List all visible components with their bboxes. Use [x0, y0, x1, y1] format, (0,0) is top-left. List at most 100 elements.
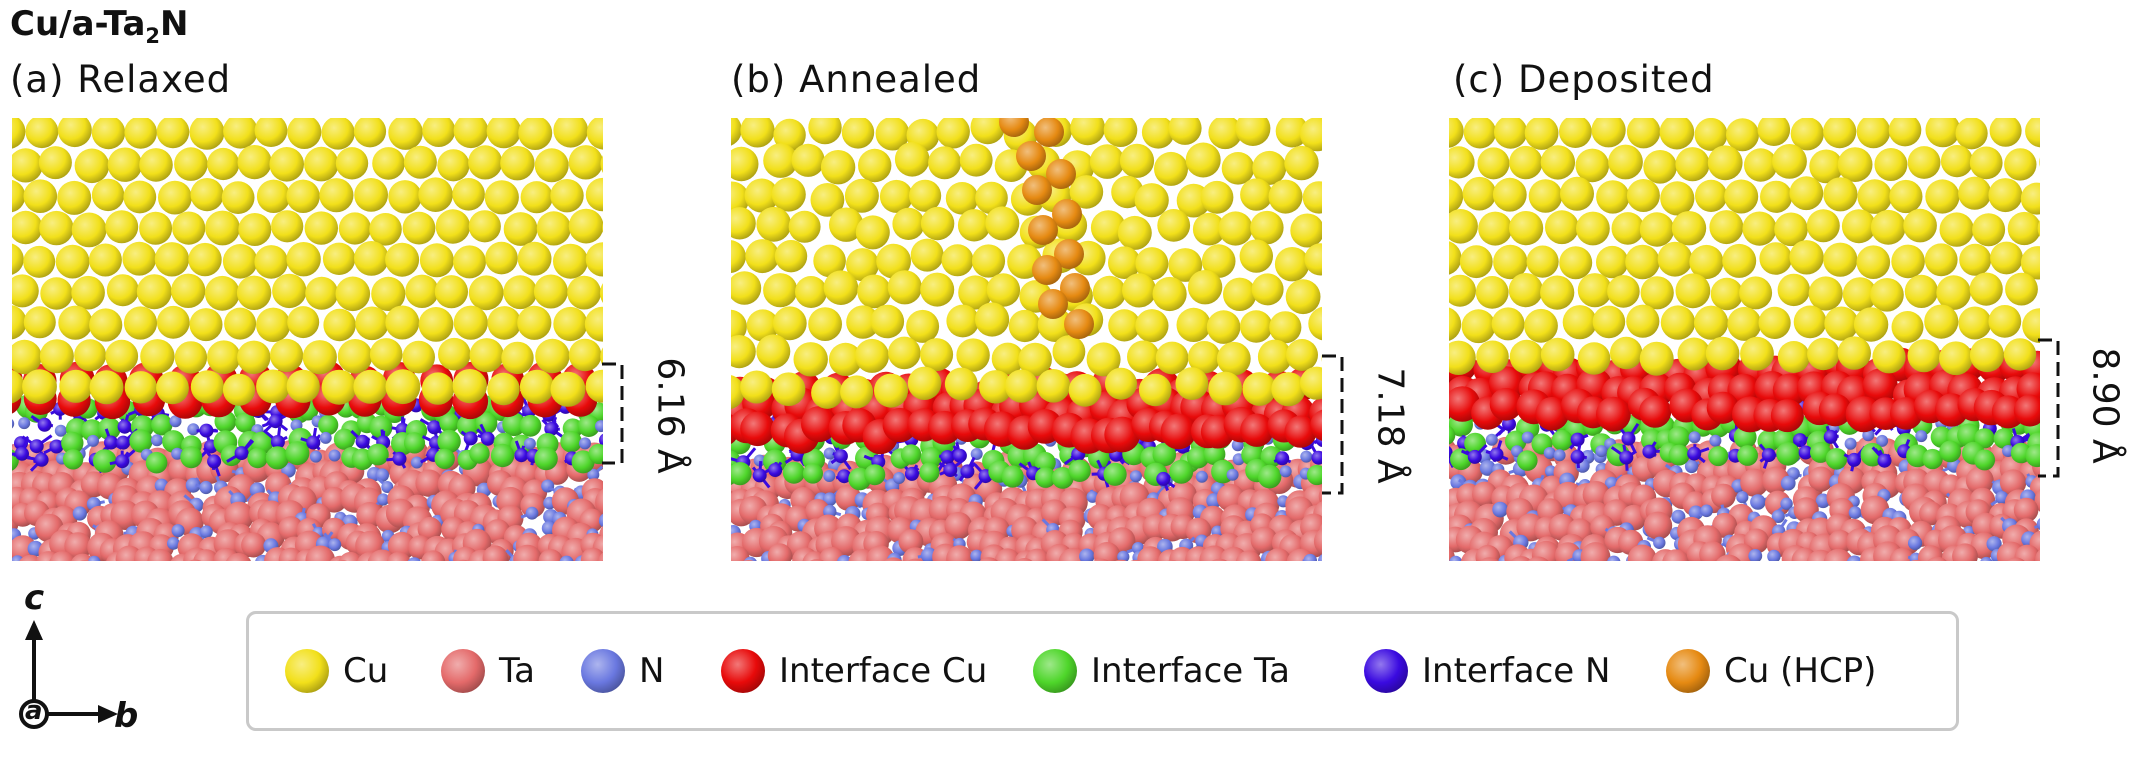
- interface-ta-atom: [434, 448, 455, 469]
- cu-atom: [771, 177, 806, 212]
- interface-n-atom: [1877, 453, 1892, 468]
- ta-atom: [1093, 542, 1121, 561]
- cu-atom: [1092, 275, 1126, 309]
- ta-atom: [1808, 466, 1834, 492]
- title-subscript: 2: [145, 23, 161, 48]
- cu-atom: [1449, 118, 1464, 148]
- interface-ta-atom: [1993, 428, 2014, 449]
- cu-atom: [204, 275, 240, 311]
- cu-atom: [841, 118, 875, 149]
- interface-n-atom: [1793, 433, 1807, 448]
- cu-atom: [1221, 152, 1255, 185]
- interface-ta-atom: [1152, 442, 1177, 467]
- cu-atom: [907, 366, 942, 400]
- n-atom: [1700, 504, 1713, 518]
- cu-atom: [731, 240, 746, 274]
- cu-atom: [1559, 246, 1593, 280]
- cu-atom: [388, 180, 422, 214]
- legend-swatch: [581, 649, 625, 693]
- cu-atom: [1300, 118, 1322, 152]
- n-atom: [167, 537, 180, 550]
- interface-n-atom: [768, 463, 783, 477]
- n-atom: [970, 549, 983, 561]
- ta-atom: [305, 545, 336, 561]
- interface-n-atom: [355, 434, 370, 449]
- cu-atom: [534, 148, 569, 183]
- cu-atom: [1185, 142, 1221, 178]
- interface-ta-atom: [1257, 464, 1282, 489]
- cu-atom: [88, 243, 122, 277]
- ta-atom: [1250, 526, 1278, 554]
- n-atom: [1780, 497, 1793, 510]
- cu-hcp-atom: [1032, 255, 1062, 285]
- interface-ta-atom: [318, 414, 339, 436]
- cu-atom: [2022, 308, 2040, 343]
- cu-atom: [469, 338, 504, 373]
- cu-atom: [1449, 274, 1476, 307]
- interface-cu-atom: [1535, 396, 1569, 431]
- legend-item: Interface N: [1362, 614, 1610, 728]
- cu-atom: [1592, 305, 1626, 339]
- cu-atom: [174, 341, 208, 374]
- cu-atom: [256, 369, 290, 404]
- cu-atom: [584, 306, 603, 342]
- cu-atom: [25, 118, 59, 149]
- figure-title: Cu/a-Ta2N: [10, 4, 188, 48]
- n-atom: [1780, 475, 1796, 491]
- cu-atom: [1223, 277, 1257, 311]
- cu-atom: [205, 210, 240, 246]
- cu-hcp-atom: [1064, 309, 1094, 339]
- cu-atom: [1141, 118, 1175, 149]
- interface-n-atom: [1847, 452, 1862, 467]
- cu-atom: [1250, 210, 1284, 245]
- n-atom: [1449, 555, 1463, 561]
- panel-c-structure: [1449, 118, 2040, 561]
- cu-atom: [517, 305, 552, 340]
- cu-atom: [1251, 273, 1284, 306]
- cu-atom: [536, 211, 571, 246]
- cu-atom: [1461, 309, 1496, 344]
- cu-atom: [40, 277, 73, 310]
- cu-atom: [124, 118, 157, 149]
- cu-atom: [731, 181, 750, 217]
- ta-atom: [64, 532, 92, 560]
- cu-atom: [1870, 278, 1904, 312]
- cu-atom: [1857, 179, 1892, 214]
- ta-atom: [19, 554, 42, 561]
- cu-atom: [1090, 210, 1126, 245]
- n-atom: [587, 468, 600, 481]
- cu-atom: [1308, 306, 1322, 341]
- cu-atom: [1127, 340, 1160, 374]
- cu-atom: [1744, 148, 1778, 182]
- cu-atom: [1208, 371, 1243, 406]
- cu-atom: [338, 212, 371, 245]
- cu-atom: [402, 211, 436, 245]
- cu-atom: [1286, 339, 1318, 371]
- n-atom: [1862, 429, 1875, 442]
- cu-atom: [207, 147, 240, 181]
- cu-atom: [286, 369, 320, 403]
- n-atom: [1748, 549, 1763, 561]
- cu-atom: [894, 142, 930, 177]
- cu-atom: [975, 302, 1010, 337]
- panel-b-structure: [731, 118, 1322, 561]
- cu-atom: [1157, 209, 1191, 242]
- legend-swatch: [721, 649, 765, 693]
- cu-atom: [1610, 336, 1643, 370]
- panel-c-atoms: [1449, 118, 2040, 561]
- n-atom: [1736, 491, 1749, 504]
- interface-ta-atom: [1517, 450, 1538, 471]
- cu-atom: [1302, 181, 1322, 214]
- cu-atom: [1625, 244, 1660, 280]
- n-atom: [1684, 459, 1699, 474]
- n-atom: [1521, 431, 1534, 444]
- cu-atom: [745, 239, 780, 274]
- cu-atom: [1988, 305, 2022, 338]
- n-atom: [1117, 550, 1130, 561]
- ta-atom: [1475, 544, 1501, 561]
- cu-atom: [1300, 366, 1322, 400]
- cu-atom: [991, 342, 1024, 375]
- cu-atom: [1772, 144, 1807, 179]
- cu-atom: [840, 375, 874, 409]
- cu-atom: [286, 179, 320, 213]
